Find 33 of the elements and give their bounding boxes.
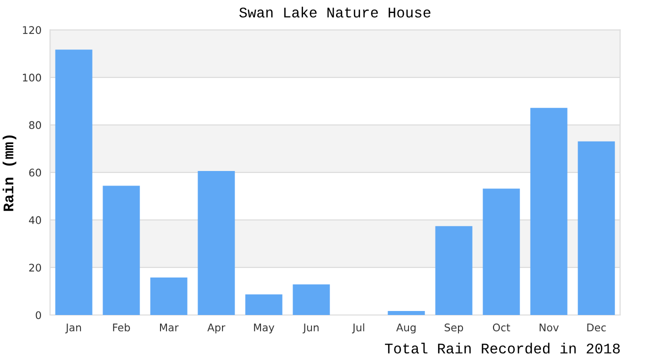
x-tick-label: Jun (302, 324, 319, 334)
bar (198, 171, 235, 315)
bar (578, 141, 615, 315)
y-axis-title: Rain (mm) (2, 136, 16, 211)
x-tick-label: Apr (207, 324, 226, 334)
bar (388, 310, 425, 315)
bar (150, 277, 188, 315)
x-tick-label: Mar (160, 324, 179, 332)
y-tick-label: 80 (29, 121, 42, 130)
y-tick-label: 40 (28, 216, 42, 224)
chart-title: Swan Lake Nature House (239, 6, 430, 18)
text: Total Rain Recorded in 2018 (384, 342, 620, 354)
bar (245, 294, 282, 315)
x-tick-label: Sep (444, 324, 464, 334)
x-tick-label: Nov (540, 324, 559, 332)
x-tick-label: Aug (396, 324, 416, 334)
y-tick-label: 60 (29, 168, 42, 177)
x-tick-label: Feb (113, 323, 130, 332)
x-tick-label: Jan (65, 324, 81, 334)
x-tick-label: Dec (587, 324, 606, 332)
x-tick-label: May (254, 324, 274, 334)
x-tick-label: Oct (492, 324, 510, 332)
bar (55, 50, 92, 315)
y-tick-label: 120 (22, 26, 42, 34)
bar (292, 284, 330, 315)
bar (102, 186, 140, 315)
y-tick-label: 20 (29, 264, 42, 272)
x-tick-label: Jul (352, 323, 364, 334)
bar (435, 226, 472, 315)
bar (530, 108, 568, 315)
y-tick-label: 0 (36, 311, 42, 320)
y-tick-label: 100 (22, 74, 42, 82)
bar (482, 188, 520, 315)
